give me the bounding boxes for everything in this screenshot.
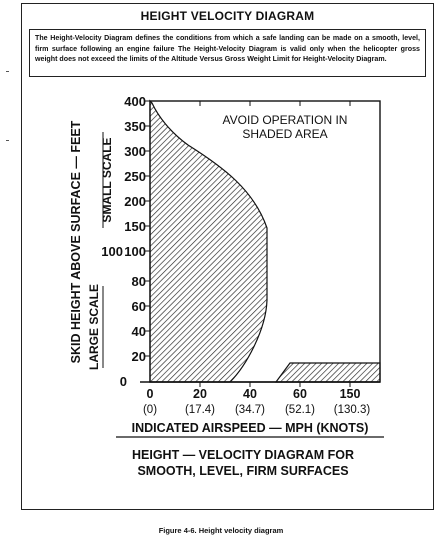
top-ticks xyxy=(199,101,351,106)
figure-frame: HEIGHT VELOCITY DIAGRAM The Height-Veloc… xyxy=(21,3,434,510)
x-tick-label-knots: (130.3) xyxy=(334,404,371,416)
y-axis-label: SKID HEIGHT ABOVE SURFACE — FEET xyxy=(69,120,83,363)
y-tick-label-large: 60 xyxy=(132,299,146,314)
x-tick-label-mph: 40 xyxy=(243,387,257,401)
y-tick-label-large: 40 xyxy=(132,324,146,339)
diagram-subtitle-line2: SMOOTH, LEVEL, FIRM SURFACES xyxy=(137,464,348,478)
x-ticks xyxy=(199,382,351,387)
scan-edge-marks xyxy=(0,0,20,543)
x-tick-label-knots: (0) xyxy=(143,404,157,416)
y-tick-label-small: 300 xyxy=(124,144,146,159)
y-ticks-large xyxy=(145,280,150,357)
note-background xyxy=(212,111,356,141)
y-tick-label-small: 100 xyxy=(101,244,123,259)
avoid-area-high-low-speed xyxy=(149,99,268,383)
y-tick-label-large: 0 xyxy=(120,374,127,389)
description-box: The Height-Velocity Diagram defines the … xyxy=(29,29,426,77)
y-tick-label-large: 20 xyxy=(132,349,146,364)
diagram-subtitle-line1: HEIGHT — VELOCITY DIAGRAM FOR xyxy=(132,448,354,462)
x-tick-label-knots: (34.7) xyxy=(235,404,265,416)
large-scale-label: LARGE SCALE xyxy=(87,284,101,370)
y-ticks-small xyxy=(145,100,150,252)
x-tick-label-mph: 60 xyxy=(293,387,307,401)
y-tick-label-large: 80 xyxy=(132,274,146,289)
avoid-area-low-high-speed xyxy=(274,362,381,383)
x-axis-label: INDICATED AIRSPEED — MPH (KNOTS) xyxy=(132,421,369,435)
y-tick-label-small: 350 xyxy=(124,119,146,134)
x-tick-label-mph: 20 xyxy=(193,387,207,401)
avoid-note-line1: AVOID OPERATION IN xyxy=(223,113,348,127)
figure-title: HEIGHT VELOCITY DIAGRAM xyxy=(140,9,315,23)
y-tick-label-large: 100 xyxy=(124,244,146,259)
y-tick-label-small: 150 xyxy=(124,219,146,234)
avoid-note-line2: SHADED AREA xyxy=(242,127,327,141)
x-tick-label-knots: (52.1) xyxy=(285,404,315,416)
x-tick-label-knots: (17.4) xyxy=(185,404,215,416)
small-scale-label: SMALL SCALE xyxy=(100,137,114,222)
y-tick-label-small: 250 xyxy=(124,169,146,184)
figure-caption: Figure 4-6. Height velocity diagram xyxy=(158,526,284,535)
y-tick-label-small: 200 xyxy=(124,194,146,209)
x-tick-label-mph: 0 xyxy=(147,387,154,401)
y-tick-label-small: 400 xyxy=(124,94,146,109)
x-tick-label-mph: 150 xyxy=(340,387,361,401)
